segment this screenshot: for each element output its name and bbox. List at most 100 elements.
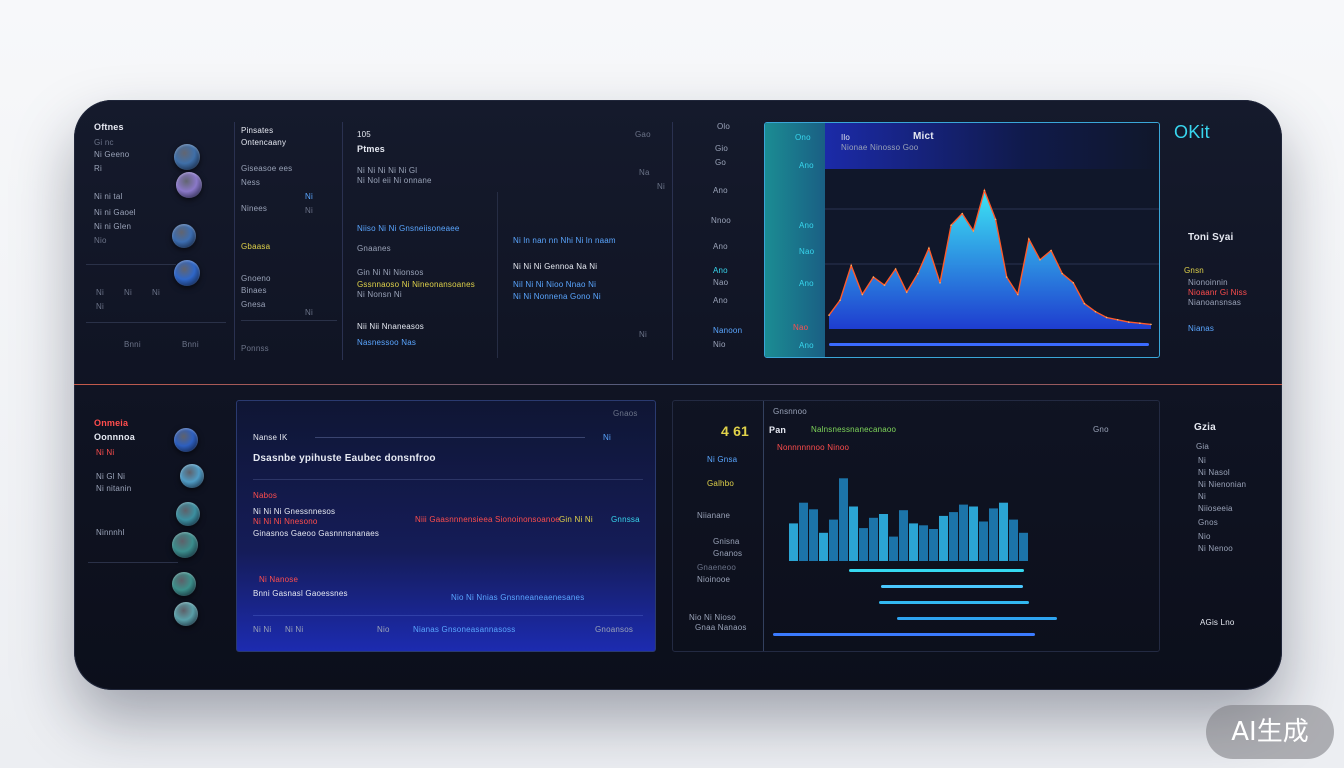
dial-icon[interactable] — [174, 602, 198, 626]
data-point — [1072, 282, 1075, 284]
left-top-title: Oftnes — [94, 122, 124, 132]
axis-label: Ano — [713, 242, 728, 251]
axis-label: Go — [715, 158, 727, 167]
bar — [969, 506, 978, 561]
data-point — [1016, 293, 1019, 296]
bottom-side-line: Ni Nasol — [1198, 468, 1230, 477]
chart-header — [825, 123, 1159, 169]
chart-sidebar-label: Nao — [799, 247, 815, 256]
bottom-main-footer: Ni Ni — [253, 625, 272, 634]
chart-sidebar-label: Ano — [799, 341, 814, 350]
chart-sidebar-label: Ano — [799, 279, 814, 288]
bar — [939, 515, 948, 561]
data-right: Ni Ni Ni Gennoa Na Ni — [513, 262, 598, 271]
chart-subtitle: Nionae Ninosso Goo — [841, 143, 919, 152]
axis-label: Gio — [715, 144, 729, 153]
bar — [789, 523, 798, 561]
list-item[interactable]: Gbaasa — [241, 242, 271, 251]
bottom-main-card: Gnaos Nanse IK Ni Dsasnbe ypihuste Eaube… — [236, 400, 656, 652]
axis-label: Ano — [713, 186, 728, 195]
dial-icon[interactable] — [180, 464, 204, 488]
chart-title: Mict — [913, 131, 934, 142]
dial-icon[interactable] — [176, 172, 202, 198]
data-row: Gssnnaoso Ni Nineonansoanes — [357, 280, 475, 289]
list-item[interactable]: Ninees — [241, 204, 268, 213]
list-item[interactable]: Giseasoe ees — [241, 164, 293, 173]
top-area-chart — [825, 188, 1159, 346]
bar — [949, 512, 958, 561]
axis-label: Nao — [713, 278, 729, 287]
side-line: Gnsn — [1184, 266, 1204, 275]
chart-sidebar — [765, 123, 825, 357]
left-top-footer: Bnni — [124, 340, 141, 349]
axis-label: Nanoon — [713, 326, 743, 335]
data-panel: 105 Ptmes Ni Ni Ni Ni Ni Gl Ni Nol eii N… — [342, 122, 672, 360]
list-item[interactable]: Ponnss — [241, 344, 269, 353]
chart-sidebar-label: Nao — [793, 323, 809, 332]
data-point — [961, 212, 964, 215]
data-point — [1116, 318, 1119, 321]
left-top-line: Ni ni Glen — [94, 222, 132, 231]
data-row: Gin Ni Ni Nionsos — [357, 268, 424, 277]
bottom-sub: Nonnnnnnoo Ninoo — [777, 443, 850, 452]
data-right: Ni Ni Nonnena Gono Ni — [513, 292, 601, 301]
side-line: Nianoansnsas — [1188, 298, 1242, 307]
list-tag: Ni — [305, 192, 313, 201]
bar — [799, 502, 808, 561]
side-line: Nionoinnin — [1188, 278, 1228, 287]
dial-icon[interactable] — [172, 532, 198, 558]
list-item[interactable]: Gnoeno — [241, 274, 271, 283]
data-point — [883, 284, 886, 286]
list-item[interactable]: Binaes — [241, 286, 267, 295]
bottom-left-label: Gnaa Nanaos — [695, 623, 747, 632]
bar — [929, 529, 938, 561]
bottom-chart-tag: Gnsnnoo — [773, 407, 807, 416]
data-point — [1139, 322, 1141, 325]
bar — [979, 521, 988, 561]
bottom-left-label: Gnaeneoo — [697, 563, 736, 572]
bottom-side-line: Ni Nienonian — [1198, 480, 1247, 489]
section-divider — [74, 384, 1282, 385]
left-top-line: Ni ni Gaoel — [94, 208, 136, 217]
divider — [497, 192, 498, 358]
list-item[interactable]: Ness — [241, 178, 261, 187]
bottom-main-mid-row: Bnni Gasnasl Gaoessnes — [253, 589, 348, 598]
bar — [829, 519, 838, 561]
data-right: Ni — [657, 182, 665, 191]
dashboard-device: Oftnes Gi nc Ni Geeno Ri Ni ni tal Ni ni… — [74, 100, 1282, 690]
dial-icon[interactable] — [174, 260, 200, 286]
dial-icon[interactable] — [176, 502, 200, 526]
data-right: Ni — [639, 330, 647, 339]
dial-icon[interactable] — [172, 572, 196, 596]
axis-label: Ano — [713, 296, 728, 305]
dial-icon[interactable] — [174, 428, 198, 452]
dial-icon[interactable] — [172, 224, 196, 248]
bar — [1019, 532, 1028, 561]
bottom-main-label: Nabos — [253, 491, 278, 500]
divider — [315, 437, 585, 438]
scroll-track — [829, 343, 1149, 346]
data-point — [917, 272, 919, 275]
bottom-left-label: Ni Gnsa — [707, 455, 738, 464]
bottom-main-row: Niii Gaasnnnensieea Sionoinonsoanoe — [415, 515, 560, 524]
bottom-side-line: Nio — [1198, 532, 1211, 541]
bottom-left-line: Oonnnoa — [94, 432, 135, 442]
list-header: Ontencaany — [241, 138, 287, 147]
data-header: 105 — [357, 130, 371, 139]
data-row: Gnaanes — [357, 244, 391, 253]
divider — [253, 615, 643, 616]
bar — [889, 536, 898, 561]
data-point — [1150, 323, 1152, 326]
data-point — [905, 291, 908, 293]
ai-generated-badge: AI生成 — [1206, 705, 1334, 759]
dial-icon[interactable] — [174, 144, 200, 170]
left-top-line: Ri — [94, 164, 102, 173]
bottom-main-right-tag: Ni — [603, 433, 611, 442]
bottom-left-line: Ni Ni — [96, 448, 115, 457]
chart-sidebar-label: Ono — [795, 133, 811, 142]
list-item[interactable]: Gnesa — [241, 300, 266, 309]
data-point — [1061, 272, 1063, 275]
list-header: Pinsates — [241, 126, 274, 135]
chart-sidebar-label: Ano — [799, 161, 814, 170]
data-right: Ni ln nan nn Nhi Ni ln naam — [513, 236, 616, 245]
